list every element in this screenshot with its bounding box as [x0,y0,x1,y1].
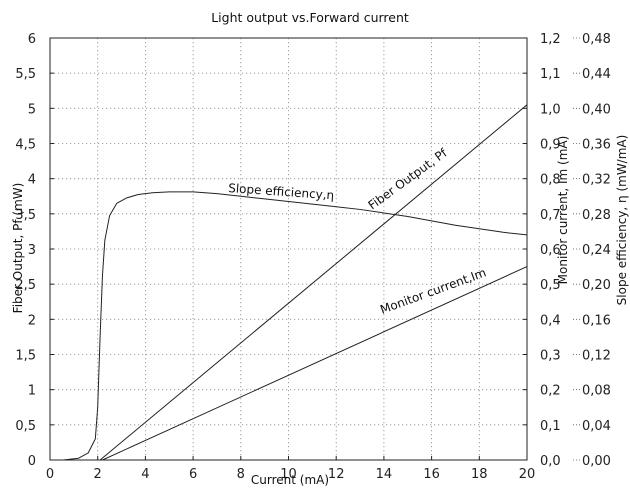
y-right2-tick-label: 0,00 [582,454,611,469]
y-left-tick-label: 1 [28,384,36,399]
y-right1-tick-label: 0,4 [540,313,561,328]
y-right1-tick-label: 0,5 [540,278,561,293]
y-right1-tick-label: 0,2 [540,384,561,399]
y-axis-right2-title: Slope efficiency, η (mW/mA) [615,135,629,306]
y-right2-tick-label: 0,20 [582,278,611,293]
x-tick-label: 0 [46,467,54,482]
y-left-tick-label: 2 [28,313,36,328]
y-right1-tick-label: 0,6 [540,243,561,258]
y-left-tick-label: 6 [28,32,36,47]
y-left-tick-label: 5 [28,102,36,117]
y-left-tick-label: 5,5 [15,67,36,82]
y-left-tick-label: 0 [28,454,36,469]
y-left-tick-label: 3,5 [15,208,36,223]
axes: 0 2 4 6 8 10 12 14 16 18 20 0 0,5 1 1,5 2 2,5 3 3,5 4 4,5 5 5,… [15,32,611,482]
y-right2-tick-label: 0,36 [582,138,611,153]
y-right2-tick-label: 0,40 [582,102,611,117]
y-left-tick-label: 3 [28,243,36,258]
y-right1-tick-label: 0,8 [540,173,561,188]
y-right2-tick-label: 0,48 [582,32,611,47]
y-left-tick-label: 4 [28,173,36,188]
series-slope-efficiency-line [49,191,528,461]
x-tick-label: 20 [519,467,536,482]
y-right2-tick-label: 0,44 [582,67,611,82]
y-right2-tick-label: 0,04 [582,419,611,434]
x-tick-label: 4 [141,467,149,482]
x-tick-label: 6 [189,467,197,482]
y-right1-tick-label: 0,9 [540,138,561,153]
y-left-tick-label: 4,5 [15,138,36,153]
y-right1-tick-label: 0,7 [540,208,561,223]
series-lines [49,104,528,461]
x-tick-label: 18 [471,467,488,482]
y-right2-tick-label: 0,12 [582,349,611,364]
chart-title: Light output vs.Forward current [211,10,409,25]
y-right1-tick-label: 1,0 [540,102,561,117]
y-left-tick-label: 1,5 [15,349,36,364]
x-tick-label: 16 [423,467,440,482]
y-right1-tick-label: 0,3 [540,349,561,364]
x-tick-label: 2 [94,467,102,482]
y-right2-tick-label: 0,24 [582,243,611,258]
grid [50,38,527,460]
plot-area [50,38,527,460]
y-right1-tick-label: 1,1 [540,67,561,82]
y-left-tick-label: 2,5 [15,278,36,293]
x-tick-label: 14 [376,467,393,482]
y-axis-left-title: Fiber Output, Pf (mW) [11,183,25,314]
x-axis-title: Current (mA) [251,473,329,487]
x-tick-label: 8 [237,467,245,482]
series-fiber-output-line [99,104,528,461]
y-right2-tick-label: 0,16 [582,313,611,328]
y-right1-tick-label: 0,1 [540,419,561,434]
y-right2-tick-label: 0,32 [582,173,611,188]
y-left-tick-label: 0,5 [15,419,36,434]
x-tick-label: 12 [328,467,345,482]
y-axis-right1-title: Monitor current, Im (mA) [556,136,570,285]
y-right1-tick-label: 0,0 [540,454,561,469]
y-right1-tick-label: 1,2 [540,32,561,47]
y-right2-tick-label: 0,08 [582,384,611,399]
y-right2-tick-label: 0,28 [582,208,611,223]
x-tick-label: 10 [280,467,297,482]
series-monitor-current-line [101,266,528,461]
